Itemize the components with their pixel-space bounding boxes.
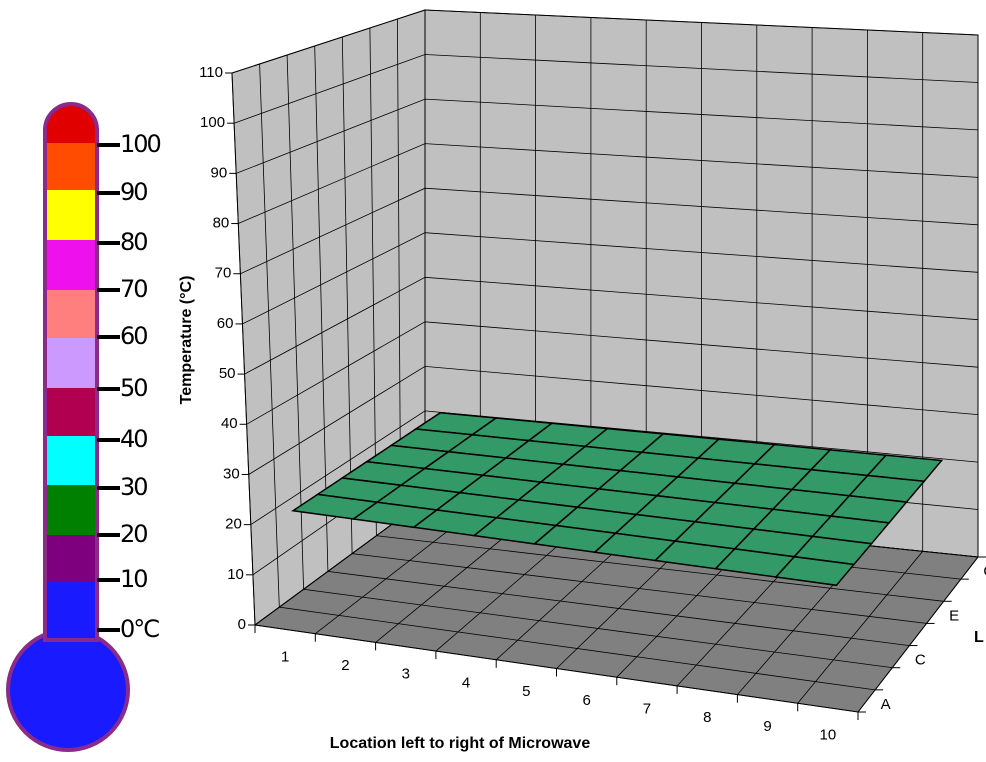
- band: [47, 485, 95, 535]
- scale-label: 50: [120, 374, 147, 402]
- scale-label: 30: [120, 473, 147, 501]
- bulb: [6, 628, 130, 752]
- surface-cell: [774, 555, 856, 587]
- scale-label: 10: [120, 565, 147, 593]
- band: [47, 535, 95, 582]
- y-tick-label: 10: [227, 566, 244, 583]
- scale-label: 80: [120, 228, 147, 256]
- band: [47, 143, 95, 190]
- x-tick-label: 8: [703, 709, 711, 726]
- scale-label: 40: [120, 425, 147, 453]
- x-axis-title: Location left to right of Microwave: [330, 735, 591, 752]
- y-tick-label: 20: [225, 516, 242, 533]
- band: [47, 436, 95, 485]
- x-tick-label: 2: [341, 657, 349, 674]
- y-tick-label: 80: [213, 215, 230, 232]
- y-tick-label: 100: [200, 114, 225, 131]
- y-tick-label: 30: [223, 465, 240, 482]
- legend-label: E: [949, 607, 959, 624]
- x-tick-label: 9: [763, 718, 771, 735]
- scale-label: 100: [120, 130, 161, 158]
- y-axis-title: Temperature (°C): [178, 276, 195, 405]
- scale-label: 0°C: [120, 615, 159, 643]
- y-tick-label: 60: [217, 315, 234, 332]
- legend-label: A: [881, 696, 891, 713]
- y-tick-label: 0: [238, 616, 246, 633]
- band: [47, 338, 95, 388]
- scale-label: 60: [120, 322, 147, 350]
- scale-label: 20: [120, 520, 147, 548]
- x-tick-label: 6: [582, 692, 590, 709]
- band: [47, 240, 95, 290]
- series-grid-line: [314, 45, 910, 646]
- y-tick-label: 70: [215, 265, 232, 282]
- band: [47, 190, 95, 240]
- band: [47, 388, 95, 436]
- scale-label: 70: [120, 275, 147, 303]
- legend-label: G: [983, 563, 986, 580]
- series-grid-line: [231, 72, 859, 713]
- y-tick-label: 50: [219, 365, 236, 382]
- chart: 0 10 20 30 40 50 60 70 80 90 100 110 1 2 3 4 5 6 7 8 9 10 A C E G…: [178, 9, 986, 752]
- scale-label: 90: [120, 178, 147, 206]
- x-tick-label: 3: [402, 666, 410, 683]
- thermometer: [6, 102, 130, 752]
- y-tick-label: 40: [221, 415, 238, 432]
- legend-label: C: [915, 652, 926, 669]
- y-tick-label: 90: [210, 164, 227, 181]
- z-axis-title: L: [974, 629, 984, 646]
- band: [47, 106, 95, 143]
- x-tick-label: 10: [820, 727, 837, 744]
- series-grid-line: [259, 63, 876, 691]
- series-grid-line: [369, 27, 944, 602]
- y-tick-label: 110: [199, 64, 223, 81]
- x-tick-label: 5: [522, 683, 530, 700]
- x-tick-label: 7: [643, 701, 651, 718]
- x-tick-label: 1: [281, 648, 289, 665]
- x-tick-label: 4: [462, 674, 470, 691]
- thermometer-scale: 100 90 80 70 60 50 40 30 20 10 0°C: [97, 130, 163, 643]
- series-grid-line: [286, 54, 893, 669]
- band: [47, 290, 95, 338]
- series-grid-line: [341, 36, 927, 624]
